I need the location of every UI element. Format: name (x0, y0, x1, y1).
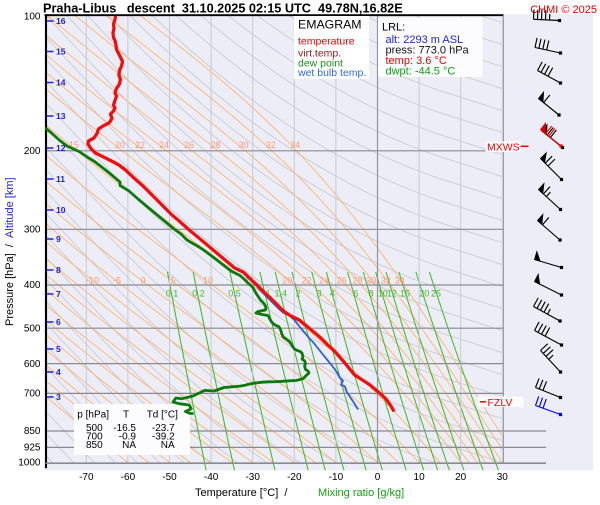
svg-text:22: 22 (302, 276, 312, 286)
svg-text:32: 32 (381, 276, 391, 286)
svg-text:6: 6 (353, 289, 358, 299)
svg-text:NA: NA (161, 440, 175, 451)
svg-text:300: 300 (24, 225, 41, 236)
svg-text:20: 20 (455, 472, 467, 483)
svg-text:Temperature [°C] /: Temperature [°C] / (195, 487, 288, 499)
svg-text:30: 30 (366, 276, 376, 286)
svg-text:0: 0 (140, 276, 145, 286)
svg-text:5: 5 (56, 344, 61, 354)
svg-text:T: T (123, 410, 129, 421)
svg-text:24: 24 (319, 276, 329, 286)
svg-text:34: 34 (395, 276, 405, 286)
svg-text:-10: -10 (86, 276, 99, 286)
svg-text:24: 24 (159, 140, 169, 150)
svg-text:0: 0 (375, 472, 381, 483)
svg-text:30: 30 (497, 472, 509, 483)
svg-text:-60: -60 (121, 472, 136, 483)
svg-text:22: 22 (135, 140, 145, 150)
svg-text:11: 11 (56, 174, 65, 184)
svg-text:3: 3 (317, 289, 322, 299)
svg-text:4: 4 (330, 289, 335, 299)
svg-text:100: 100 (24, 12, 41, 23)
svg-text:dwpt: -44.5 °C: dwpt: -44.5 °C (386, 66, 456, 78)
svg-text:15: 15 (400, 289, 410, 299)
svg-text:700: 700 (24, 389, 41, 400)
svg-text:FZLV: FZLV (488, 397, 513, 409)
svg-text:-5: -5 (113, 276, 121, 286)
svg-text:850: 850 (86, 440, 103, 451)
svg-text:9: 9 (56, 234, 61, 244)
svg-text:16: 16 (56, 16, 66, 26)
svg-text:8: 8 (368, 289, 373, 299)
svg-text:32: 32 (266, 140, 276, 150)
svg-text:26: 26 (337, 276, 347, 286)
svg-text:-40: -40 (204, 472, 219, 483)
svg-text:200: 200 (24, 146, 41, 157)
svg-text:MXWS: MXWS (487, 141, 520, 153)
svg-text:20: 20 (115, 140, 125, 150)
svg-text:25: 25 (431, 289, 441, 299)
svg-text:Praha-Libus descent 31.10.2: Praha-Libus descent 31.10.2025 02:15 UTC… (43, 1, 403, 15)
svg-text:-70: -70 (79, 472, 94, 483)
svg-text:400: 400 (24, 280, 41, 291)
svg-text:925: 925 (24, 443, 41, 454)
svg-text:4: 4 (56, 367, 61, 377)
svg-text:-30: -30 (245, 472, 260, 483)
svg-text:3: 3 (56, 392, 61, 402)
svg-text:-20: -20 (287, 472, 302, 483)
svg-text:1000: 1000 (18, 458, 41, 469)
svg-text:Mixing ratio [g/kg]: Mixing ratio [g/kg] (318, 487, 404, 499)
svg-text:0.5: 0.5 (228, 289, 241, 299)
svg-text:20: 20 (282, 276, 292, 286)
svg-text:0.2: 0.2 (192, 289, 205, 299)
svg-text:EMAGRAM: EMAGRAM (298, 18, 362, 32)
svg-text:12: 12 (56, 143, 66, 153)
svg-text:850: 850 (24, 426, 41, 437)
svg-text:Td [°C]: Td [°C] (147, 410, 178, 421)
svg-text:26: 26 (184, 140, 194, 150)
svg-text:600: 600 (24, 359, 41, 370)
svg-text:CHMI © 2025: CHMI © 2025 (530, 4, 597, 16)
svg-text:-10: -10 (329, 472, 344, 483)
svg-text:10: 10 (203, 276, 213, 286)
svg-text:1.4: 1.4 (274, 289, 287, 299)
svg-text:15: 15 (56, 47, 66, 57)
svg-text:-50: -50 (162, 472, 177, 483)
svg-text:NA: NA (122, 440, 136, 451)
svg-text:500: 500 (24, 323, 41, 334)
svg-text:20: 20 (419, 289, 429, 299)
svg-text:8: 8 (56, 265, 61, 275)
svg-text:LRL:: LRL: (382, 22, 405, 34)
svg-text:10: 10 (414, 472, 426, 483)
svg-text:p [hPa]: p [hPa] (77, 410, 109, 421)
svg-text:12: 12 (387, 289, 397, 299)
svg-text:temperature: temperature (298, 36, 355, 48)
svg-text:30: 30 (239, 140, 249, 150)
svg-text:34: 34 (290, 140, 300, 150)
svg-text:2: 2 (296, 289, 301, 299)
svg-text:28: 28 (353, 276, 363, 286)
svg-text:0.1: 0.1 (166, 289, 179, 299)
svg-text:14: 14 (56, 78, 66, 88)
svg-text:wet bulb temp.: wet bulb temp. (297, 67, 366, 79)
svg-text:6: 6 (56, 317, 61, 327)
svg-text:7: 7 (56, 289, 61, 299)
svg-text:13: 13 (56, 111, 66, 121)
svg-text:28: 28 (210, 140, 220, 150)
svg-text:10: 10 (56, 205, 66, 215)
svg-text:Pressure [hPa] / Altitude [k: Pressure [hPa] / Altitude [km] (4, 177, 16, 326)
svg-text:5: 5 (170, 276, 175, 286)
